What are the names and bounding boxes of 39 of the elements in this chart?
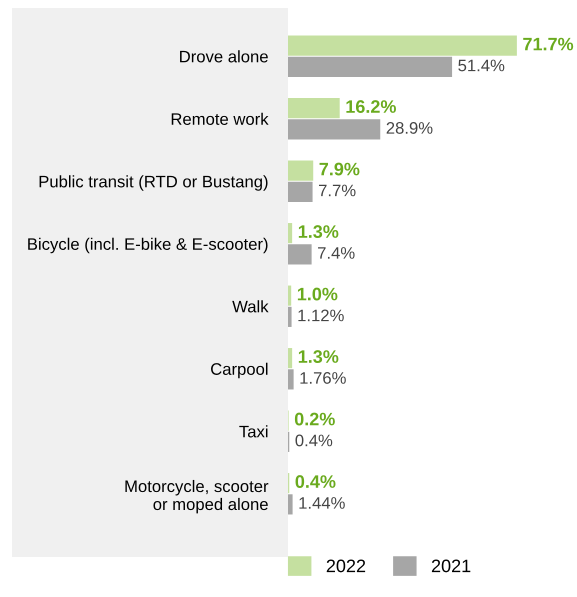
data-label: 16.2% [346,100,396,113]
bar [288,119,380,140]
legend-label: 2022 [326,560,366,572]
bar [288,160,314,181]
data-label: 1.12% [298,310,344,322]
bar [288,223,292,244]
y-tick-label: Public transit (RTD or Bustang) [40,175,268,191]
data-label: 1.44% [299,497,345,509]
bar [288,494,293,514]
data-label: 1.3% [298,350,338,363]
y-tick-label: Remote work [172,112,269,125]
bar [288,348,292,368]
data-label: 28.9% [386,122,432,134]
bar [288,286,292,306]
legend-label: 2021 [432,560,470,572]
bar [288,369,294,390]
bar [288,36,517,56]
y-tick-label: Carpool [211,362,268,378]
data-label: 7.7% [318,184,356,196]
data-label: 51.4% [458,60,504,72]
y-tick-label: Drove alone [180,50,268,62]
data-label: 0.4% [295,434,332,446]
data-label: 7.9% [320,162,360,176]
y-tick-label: Taxi [239,425,268,438]
data-label: 7.4% [318,247,355,259]
y-tick-label: Walk [232,300,269,312]
data-label: 0.2% [294,412,335,426]
y-tick-label: Bicycle (incl. E-bike & E-scooter) [28,238,268,254]
data-label: 71.7% [523,38,574,50]
bar [288,56,452,77]
data-label: 1.76% [300,372,346,384]
y-tick-label: Motorcycle, scooter or moped alone [125,480,268,514]
data-label: 0.4% [296,475,336,488]
bar [288,98,340,118]
data-label: 1.0% [298,288,338,300]
bar [288,182,313,202]
data-label: 1.3% [298,225,338,238]
bar [288,306,292,327]
bar [288,244,312,264]
